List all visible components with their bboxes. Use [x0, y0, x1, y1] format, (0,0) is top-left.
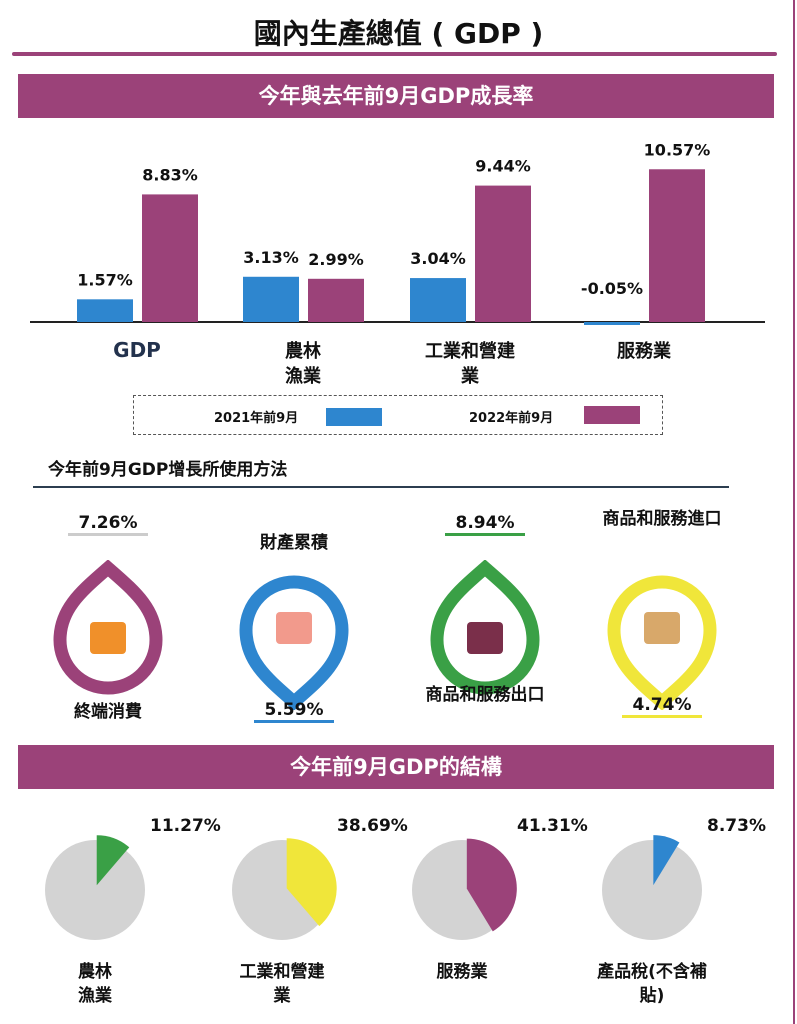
chart-legend: 2021年前9月 2022年前9月: [133, 395, 663, 435]
usage-value: 4.74%: [622, 695, 702, 718]
category-label: 漁業: [285, 365, 322, 387]
usage-value: 5.59%: [254, 700, 334, 723]
category-label: 服務業: [617, 340, 672, 362]
cargo-ship-icon: [430, 560, 540, 695]
scale-boxes-icon: [607, 575, 717, 710]
pie-background: [45, 840, 145, 940]
pie-category-label: 漁業: [78, 985, 112, 1006]
usage-value: 7.26%: [68, 513, 148, 536]
pie-value-label: 8.73%: [707, 816, 766, 836]
pie-category-label: 產品稅(不含補: [597, 961, 707, 982]
usage-label: 商品和服務進口: [602, 509, 722, 529]
usage-label: 商品和服務出口: [425, 685, 545, 705]
pie-value-label: 38.69%: [337, 816, 408, 836]
category-label: 工業和營建: [425, 340, 515, 362]
right-border: [793, 0, 795, 1024]
data-label: 2.99%: [308, 250, 364, 269]
data-label: 10.57%: [644, 140, 711, 159]
title-divider: [12, 52, 777, 56]
legend-swatch-2022: [584, 406, 640, 424]
pie-value-label: 11.27%: [150, 816, 221, 836]
growth-bar-chart: 1.57% 3.13% 3.04% -0.05% 8.83% 2.99% 9.44% 10.5…: [30, 140, 765, 387]
bar-2022-2: [475, 185, 531, 322]
data-label: 8.83%: [142, 165, 198, 184]
data-label: 3.04%: [410, 249, 466, 268]
pie-slice: [466, 838, 517, 932]
category-label: 業: [460, 365, 480, 387]
page-title: 國內生產總值 ( GDP ): [253, 17, 544, 50]
pie-value-label: 41.31%: [517, 816, 588, 836]
usage-label: 財產累積: [260, 533, 328, 553]
pie-category-label: 農林: [78, 961, 112, 982]
category-label: 農林: [285, 340, 321, 362]
category-label: GDP: [113, 338, 161, 362]
pie-category-label: 貼): [639, 985, 665, 1006]
pie-slice: [653, 835, 680, 886]
shopping-bag-icon: [53, 560, 163, 695]
growth-chart-title: 今年與去年前9月GDP成長率: [18, 74, 774, 118]
bar-2021-3: [584, 322, 640, 325]
bar-2021-1: [243, 276, 299, 322]
bar-2022-0: [142, 194, 198, 322]
legend-swatch-2021: [326, 408, 382, 426]
legend-label-2021: 2021年前9月: [214, 411, 299, 426]
usage-value: 8.94%: [445, 513, 525, 536]
pie-category-label: 工業和營建: [240, 961, 325, 982]
structure-chart-title: 今年前9月GDP的結構: [18, 745, 774, 789]
pie-slice: [286, 838, 337, 927]
usage-section-title: 今年前9月GDP增長所使用方法: [48, 460, 288, 480]
pie-slice: [96, 835, 130, 886]
bar-2021-2: [410, 278, 466, 322]
legend-label-2022: 2022年前9月: [469, 411, 554, 426]
section-divider: [33, 486, 729, 488]
data-label: -0.05%: [581, 279, 643, 298]
data-label: 1.57%: [77, 270, 133, 289]
usage-label: 終端消費: [74, 702, 142, 722]
bar-2021-0: [77, 299, 133, 322]
pie-background: [602, 840, 702, 940]
bar-2022-3: [649, 169, 705, 322]
pie-category-label: 服務業: [437, 961, 488, 982]
data-label: 3.13%: [243, 248, 299, 267]
pie-category-label: 業: [274, 985, 291, 1006]
piggy-bank-icon: [239, 575, 349, 710]
data-label: 9.44%: [475, 157, 531, 176]
bar-2022-1: [308, 278, 364, 322]
